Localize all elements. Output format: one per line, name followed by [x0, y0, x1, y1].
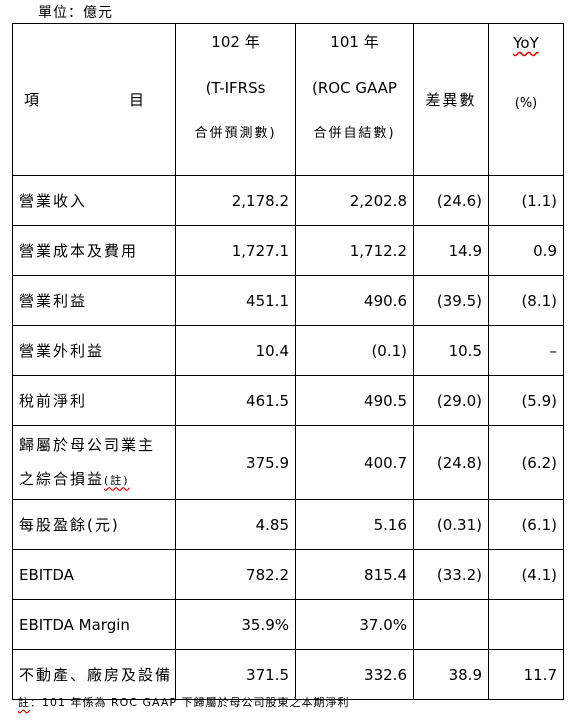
header-2013-standard: (T-IFRSs: [205, 79, 266, 97]
row-label-line2: 之綜合損益(註): [19, 462, 169, 498]
header-yoy-unit: (%): [514, 96, 538, 111]
unit-label: 單位：億元: [38, 5, 113, 21]
table-row: 營業成本及費用 1,727.1 1,712.2 14.9 0.9: [12, 225, 564, 276]
value-yoy: (6.1): [488, 499, 564, 550]
table-row: 每股盈餘(元) 4.85 5.16 (0.31) (6.1): [12, 499, 564, 550]
value-2013: 35.9%: [175, 599, 296, 650]
value-2013: 371.5: [175, 649, 296, 700]
table-row: 營業外利益 10.4 (0.1) 10.5 –: [12, 325, 564, 376]
table-row: 不動產、廠房及設備 371.5 332.6 38.9 11.7: [12, 649, 564, 700]
table-row: 稅前淨利 461.5 490.5 (29.0) (5.9): [12, 375, 564, 426]
value-yoy: 0.9: [488, 225, 564, 276]
value-2013: 451.1: [175, 275, 296, 326]
value-yoy: (6.2): [488, 425, 564, 500]
value-yoy: 11.7: [488, 649, 564, 700]
value-2013: 10.4: [175, 325, 296, 376]
row-label: 每股盈餘(元): [12, 499, 176, 550]
value-2012: 5.16: [295, 499, 414, 550]
value-yoy: (4.1): [488, 549, 564, 600]
header-diff: 差異數: [413, 23, 489, 176]
row-label: 稅前淨利: [12, 375, 176, 426]
value-diff: (39.5): [413, 275, 489, 326]
footnote-text: ：101 年係為 ROC GAAP 下歸屬於母公司股東之本期淨利: [30, 696, 350, 709]
table-row: 營業利益 451.1 490.6 (39.5) (8.1): [12, 275, 564, 326]
value-2012: 815.4: [295, 549, 414, 600]
value-2012: 332.6: [295, 649, 414, 700]
value-2013: 4.85: [175, 499, 296, 550]
value-yoy: (1.1): [488, 175, 564, 226]
value-diff: (0.31): [413, 499, 489, 550]
table-row: EBITDA Margin 35.9% 37.0%: [12, 599, 564, 650]
header-2013-year: 102 年: [211, 33, 260, 51]
header-2012-standard: (ROC GAAP: [312, 79, 397, 97]
value-2012: (0.1): [295, 325, 414, 376]
row-label: 不動產、廠房及設備: [12, 649, 176, 700]
row-label: 營業成本及費用: [12, 225, 176, 276]
header-yoy-label: YoY: [513, 34, 539, 52]
value-yoy: (8.1): [488, 275, 564, 326]
table-row: EBITDA 782.2 815.4 (33.2) (4.1): [12, 549, 564, 600]
header-item: 項 目: [12, 23, 176, 176]
table-row: 歸屬於母公司業主 之綜合損益(註) 375.9 400.7 (24.8) (6.…: [12, 425, 564, 500]
value-2012: 2,202.8: [295, 175, 414, 226]
value-diff: [413, 599, 489, 650]
header-yoy: YoY (%): [488, 23, 564, 176]
table-row: 營業收入 2,178.2 2,202.8 (24.6) (1.1): [12, 175, 564, 226]
value-2012: 490.5: [295, 375, 414, 426]
value-2013: 375.9: [175, 425, 296, 500]
value-diff: 38.9: [413, 649, 489, 700]
value-yoy: (5.9): [488, 375, 564, 426]
value-diff: 10.5: [413, 325, 489, 376]
header-2012-year: 101 年: [330, 33, 379, 51]
value-yoy: –: [488, 325, 564, 376]
value-diff: (24.6): [413, 175, 489, 226]
value-2012: 490.6: [295, 275, 414, 326]
value-2013: 1,727.1: [175, 225, 296, 276]
row-label: 營業收入: [12, 175, 176, 226]
footnote-marker: 註: [18, 696, 30, 709]
row-label-note-marker: (註): [104, 473, 130, 487]
value-2013: 2,178.2: [175, 175, 296, 226]
row-label: 營業外利益: [12, 325, 176, 376]
value-2012: 1,712.2: [295, 225, 414, 276]
value-2013: 461.5: [175, 375, 296, 426]
value-diff: (24.8): [413, 425, 489, 500]
row-label: 營業利益: [12, 275, 176, 326]
header-2013: 102 年 (T-IFRSs 合併預測數): [175, 23, 296, 176]
header-2013-basis: 合併預測數): [194, 126, 277, 141]
row-label: 歸屬於母公司業主 之綜合損益(註): [12, 425, 176, 500]
value-diff: (33.2): [413, 549, 489, 600]
value-2013: 782.2: [175, 549, 296, 600]
value-diff: 14.9: [413, 225, 489, 276]
row-label: EBITDA: [12, 549, 176, 600]
value-diff: (29.0): [413, 375, 489, 426]
row-label: EBITDA Margin: [12, 599, 176, 650]
financial-table: 項 目 102 年 (T-IFRSs 合併預測數) 101 年 (ROC GAA…: [12, 23, 564, 700]
value-yoy: [488, 599, 564, 650]
row-label-line1: 歸屬於母公司業主: [19, 435, 156, 454]
row-label-line2-text: 之綜合損益: [19, 469, 105, 488]
header-row: 項 目 102 年 (T-IFRSs 合併預測數) 101 年 (ROC GAA…: [12, 23, 564, 176]
footnote: 註：101 年係為 ROC GAAP 下歸屬於母公司股東之本期淨利: [18, 694, 349, 710]
value-2012: 400.7: [295, 425, 414, 500]
header-2012: 101 年 (ROC GAAP 合併自結數): [295, 23, 414, 176]
value-2012: 37.0%: [295, 599, 414, 650]
header-2012-basis: 合併自結數): [313, 126, 396, 141]
